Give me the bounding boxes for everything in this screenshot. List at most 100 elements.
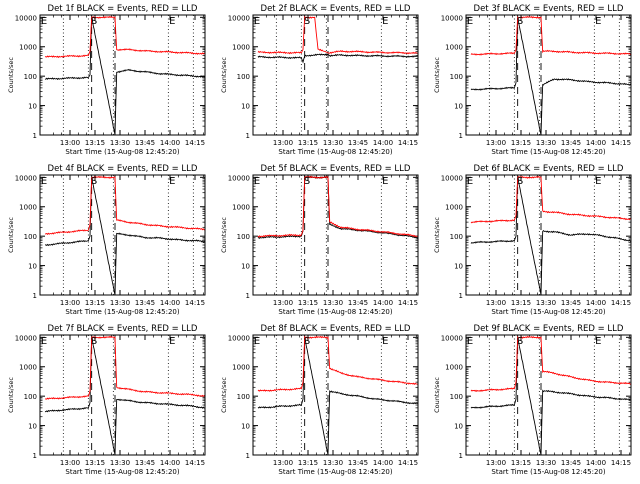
chart-title: Det 4f BLACK = Events, RED = LLD <box>48 164 198 174</box>
y-tick-label: 10 <box>454 263 463 271</box>
series-line-events <box>257 337 418 455</box>
marker-label-e: E <box>595 16 601 27</box>
chart-panel-5: Det 5f BLACK = Events, RED = LLD Counts/s… <box>220 164 419 316</box>
x-tick-label: 13:30 <box>536 299 556 307</box>
y-tick-label: 100 <box>24 233 37 241</box>
chart-title: Det 6f BLACK = Events, RED = LLD <box>474 164 624 174</box>
x-tick-label: 14:15 <box>611 459 631 467</box>
y-axis-label: Counts/sec <box>220 377 228 413</box>
plot-frame <box>252 14 419 136</box>
y-tick-label: 1000 <box>445 204 463 212</box>
x-tick-label: 14:15 <box>398 299 418 307</box>
x-tick-label: 14:15 <box>398 139 418 147</box>
y-axis-label: Counts/sec <box>7 377 15 413</box>
marker-label-e: E <box>254 336 260 347</box>
y-tick-label: 1 <box>33 292 37 300</box>
x-tick-label: 14:15 <box>611 299 631 307</box>
y-tick-label: 1 <box>33 132 37 140</box>
chart-title: Det 2f BLACK = Events, RED = LLD <box>261 4 411 14</box>
marker-label-e: E <box>41 336 47 347</box>
x-tick-label: 13:45 <box>561 139 581 147</box>
y-axis-label: Counts/sec <box>220 217 228 253</box>
x-tick-label: 13:45 <box>348 459 368 467</box>
x-tick-label: 14:00 <box>373 139 393 147</box>
y-tick-label: 100 <box>237 73 250 81</box>
marker-label-e: E <box>382 336 388 347</box>
y-tick-label: 100 <box>450 73 463 81</box>
marker-label-e: E <box>382 16 388 27</box>
marker-label-e: E <box>41 16 47 27</box>
x-tick-label: 13:00 <box>273 459 293 467</box>
series-line-lld <box>45 175 205 235</box>
plot-frame <box>252 174 419 296</box>
y-tick-label: 10 <box>454 423 463 431</box>
y-tick-label: 10000 <box>441 14 463 22</box>
y-tick-label: 100 <box>450 233 463 241</box>
series-line-lld <box>470 175 631 224</box>
x-tick-label: 13:15 <box>511 299 531 307</box>
x-tick-label: 13:15 <box>298 299 318 307</box>
x-tick-label: 13:15 <box>85 299 105 307</box>
series-line-events <box>44 336 205 455</box>
x-tick-label: 13:45 <box>348 299 368 307</box>
x-axis-label: Start Time (15-Aug-08 12:45:20) <box>278 308 392 316</box>
series-line-lld <box>257 175 418 238</box>
x-tick-label: 13:00 <box>273 299 293 307</box>
x-tick-label: 13:30 <box>536 459 556 467</box>
series-line-lld <box>44 15 205 59</box>
y-axis-label: Counts/sec <box>433 217 441 253</box>
series-line-events <box>470 18 631 135</box>
x-tick-label: 14:00 <box>373 299 393 307</box>
chart-title: Det 5f BLACK = Events, RED = LLD <box>261 164 411 174</box>
x-tick-label: 13:00 <box>486 299 506 307</box>
chart-panel-3: Det 3f BLACK = Events, RED = LLD Counts/s… <box>433 4 632 156</box>
y-tick-label: 10 <box>28 263 37 271</box>
x-tick-label: 13:30 <box>110 299 130 307</box>
x-axis-label: Start Time (15-Aug-08 12:45:20) <box>278 148 392 156</box>
y-tick-label: 1000 <box>19 44 37 52</box>
y-tick-label: 1 <box>459 132 463 140</box>
plot-frame <box>39 334 206 456</box>
y-tick-label: 1000 <box>445 44 463 52</box>
x-tick-label: 14:00 <box>586 139 606 147</box>
x-tick-label: 13:00 <box>60 459 80 467</box>
marker-label-s: S <box>91 176 97 187</box>
y-tick-label: 10 <box>28 423 37 431</box>
y-tick-label: 10000 <box>15 14 37 22</box>
plot-frame <box>252 334 419 456</box>
y-tick-label: 1 <box>459 452 463 460</box>
x-tick-label: 14:00 <box>160 139 180 147</box>
x-axis-label: Start Time (15-Aug-08 12:45:20) <box>65 308 179 316</box>
y-axis-label: Counts/sec <box>433 377 441 413</box>
marker-label-e: E <box>595 176 601 187</box>
x-axis-label: Start Time (15-Aug-08 12:45:20) <box>65 148 179 156</box>
x-tick-label: 13:45 <box>135 139 155 147</box>
marker-label-e: E <box>382 176 388 187</box>
series-line-events <box>257 175 418 239</box>
chart-panel-1: Det 1f BLACK = Events, RED = LLD Counts/s… <box>7 4 206 156</box>
marker-label-s: S <box>517 176 523 187</box>
series-line-events <box>44 17 205 135</box>
x-tick-label: 13:45 <box>135 459 155 467</box>
series-line-events <box>44 177 205 295</box>
y-tick-label: 100 <box>24 73 37 81</box>
chart-panel-9: Det 9f BLACK = Events, RED = LLD Counts/s… <box>433 324 632 476</box>
x-tick-label: 13:00 <box>273 139 293 147</box>
x-tick-label: 13:15 <box>85 459 105 467</box>
y-axis-label: Counts/sec <box>7 57 15 93</box>
series-line-lld <box>470 335 631 393</box>
marker-label-s: S <box>517 16 523 27</box>
y-tick-label: 10000 <box>441 174 463 182</box>
y-tick-label: 1000 <box>232 44 250 52</box>
chart-title: Det 7f BLACK = Events, RED = LLD <box>48 324 198 334</box>
y-axis-label: Counts/sec <box>220 57 228 93</box>
x-axis-label: Start Time (15-Aug-08 12:45:20) <box>65 468 179 476</box>
x-tick-label: 13:45 <box>135 299 155 307</box>
chart-title: Det 8f BLACK = Events, RED = LLD <box>261 324 411 334</box>
x-tick-label: 14:00 <box>586 459 606 467</box>
x-tick-label: 13:30 <box>536 139 556 147</box>
x-tick-label: 13:30 <box>110 459 130 467</box>
y-tick-label: 10 <box>241 263 250 271</box>
x-axis-label: Start Time (15-Aug-08 12:45:20) <box>491 308 605 316</box>
